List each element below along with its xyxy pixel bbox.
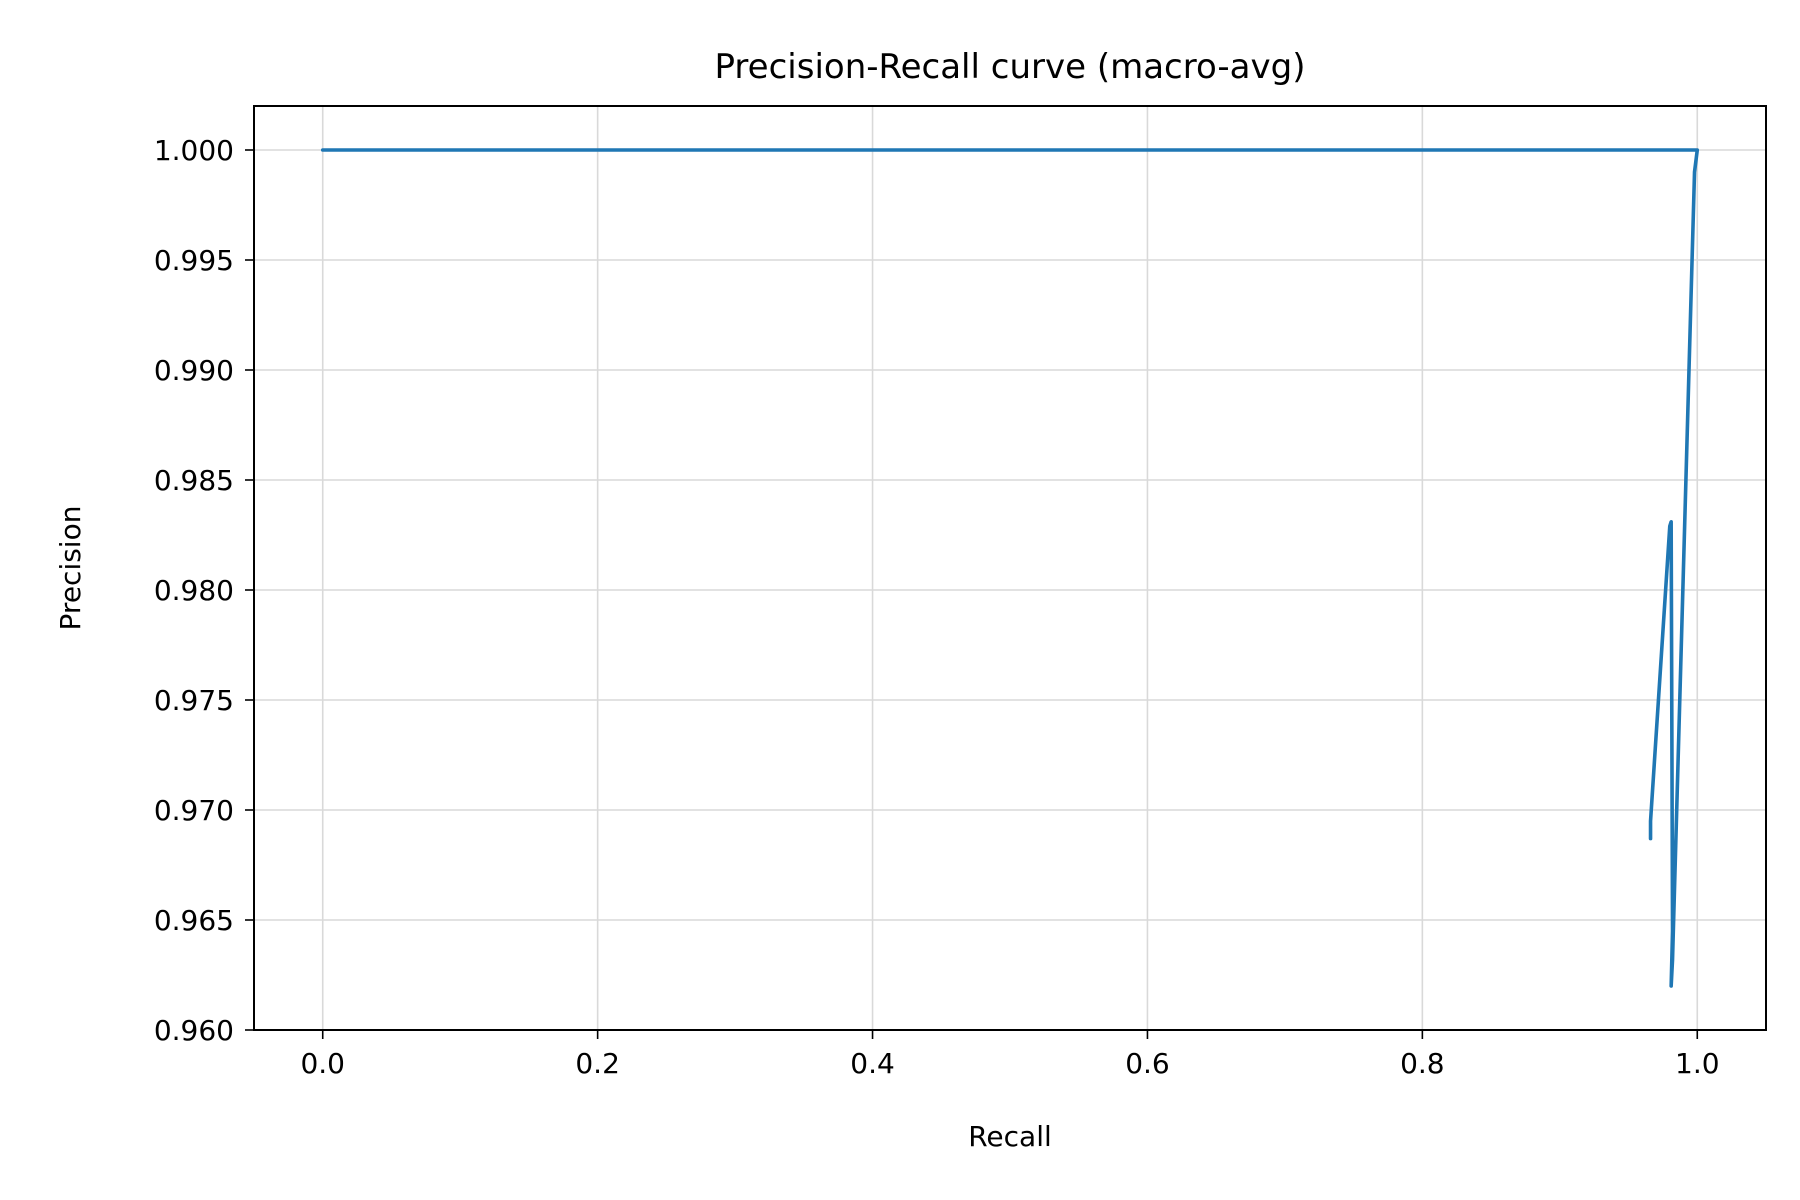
y-tick-label: 0.975 (154, 684, 234, 717)
grid (254, 106, 1766, 1031)
x-tick-label: 0.6 (1125, 1047, 1170, 1080)
x-tick-label: 0.4 (850, 1047, 895, 1080)
x-axis-label: Recall (968, 1120, 1052, 1153)
x-tick-label: 0.2 (575, 1047, 620, 1080)
x-axis-ticks: 0.0 0.2 0.4 0.6 0.8 1.0 (300, 1030, 1720, 1080)
x-tick-label: 1.0 (1675, 1047, 1720, 1080)
series-lines (320, 148, 1700, 988)
y-axis-ticks: 0.960 0.965 0.970 0.975 0.980 0.985 0.990 0.995… (154, 134, 254, 1047)
axes-frame (253, 105, 1767, 1031)
y-tick-label: 0.985 (154, 464, 234, 497)
x-tick-label: 0.0 (300, 1047, 345, 1080)
y-tick-label: 1.000 (154, 134, 234, 167)
y-axis-label: Precision (54, 506, 87, 631)
chart-title: Precision-Recall curve (macro-avg) (715, 47, 1306, 87)
y-tick-label: 0.960 (154, 1014, 234, 1047)
y-tick-label: 0.965 (154, 904, 234, 937)
pr-curve-line (320, 148, 1700, 988)
x-tick-label: 0.8 (1400, 1047, 1445, 1080)
y-tick-label: 0.990 (154, 354, 234, 387)
y-tick-label: 0.995 (154, 244, 234, 277)
y-tick-label: 0.970 (154, 794, 234, 827)
y-tick-label: 0.980 (154, 574, 234, 607)
